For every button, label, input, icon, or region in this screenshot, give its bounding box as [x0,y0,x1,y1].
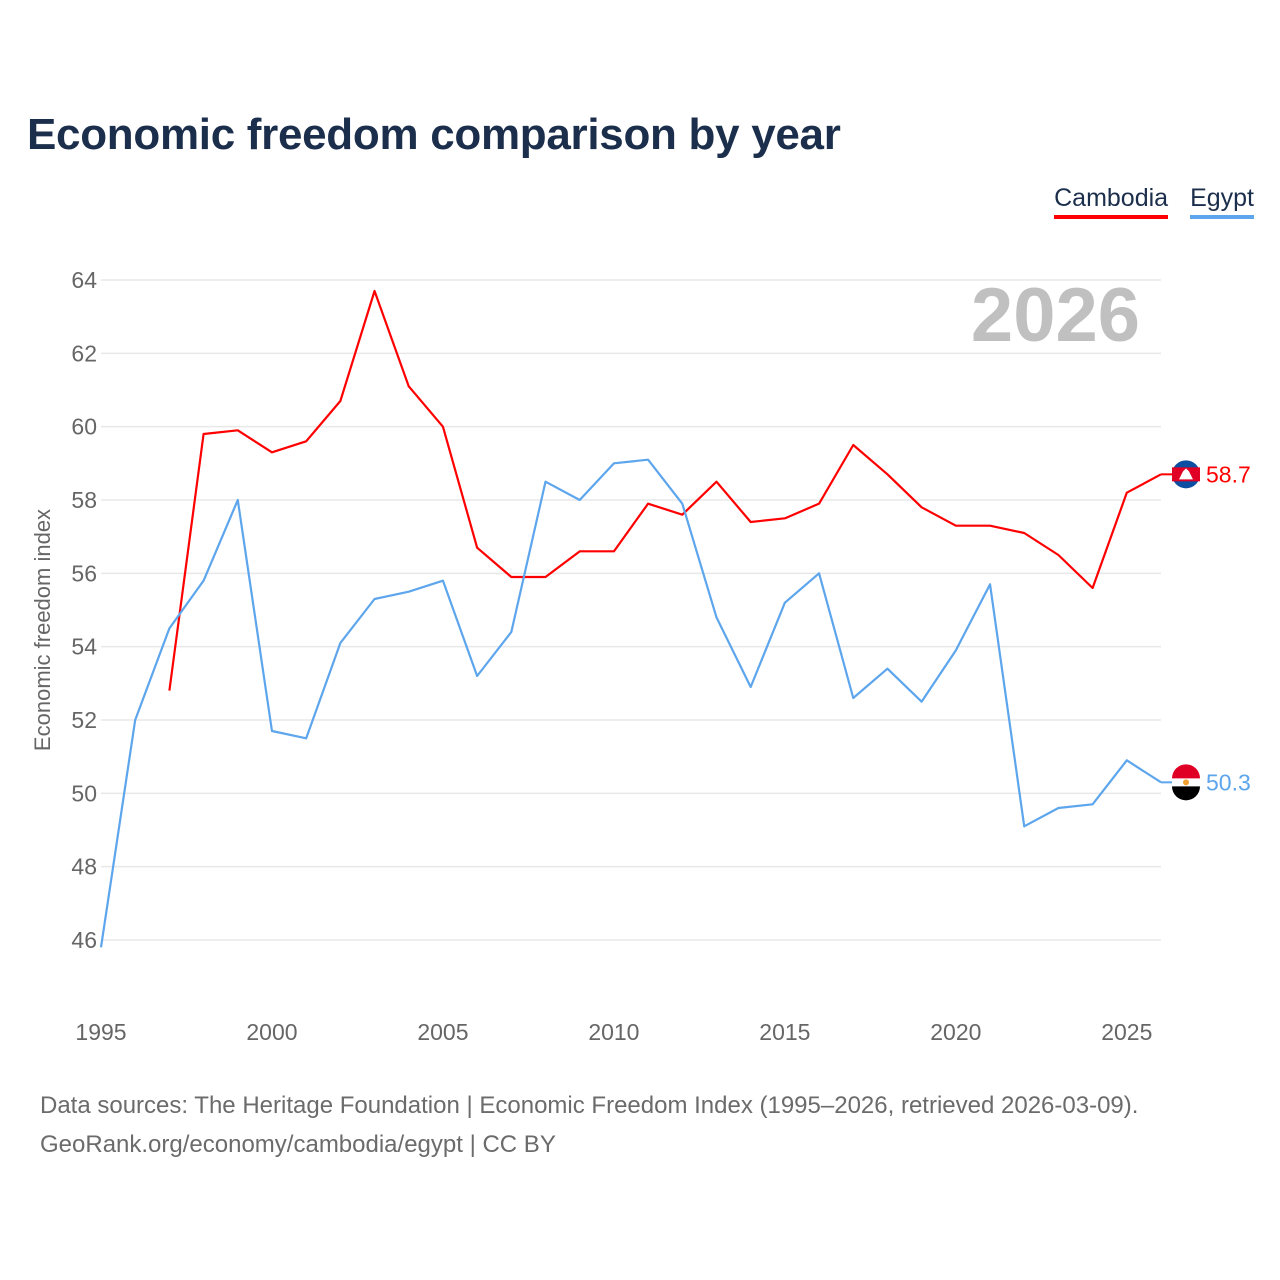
data-point [782,600,788,606]
x-tick-label: 2020 [930,1019,981,1045]
flag-stripe [1172,764,1200,779]
data-point [645,501,651,507]
data-point [816,501,822,507]
data-point [1090,585,1096,591]
data-point [953,523,959,529]
data-point [406,589,412,595]
data-point [166,688,172,694]
data-point [1021,530,1027,536]
data-point [816,570,822,576]
data-point [748,684,754,690]
data-point [132,717,138,723]
x-tick-label: 2010 [588,1019,639,1045]
end-value-label: 50.3 [1206,769,1251,795]
data-point [508,629,514,635]
data-point [303,438,309,444]
source-note: Data sources: The Heritage Foundation | … [40,1086,1138,1164]
data-point [303,735,309,741]
data-point [577,548,583,554]
data-point [611,460,617,466]
data-point [713,614,719,620]
data-point [919,504,925,510]
data-point [1055,552,1061,558]
series-line-cambodia [168,289,1162,691]
data-point [850,695,856,701]
line-chart: 46 48 50 52 54 56 58 60 62 64 1995 2000 2005 2010 2015… [30,267,1251,1045]
data-point [372,596,378,602]
x-tick-label: 2000 [246,1019,297,1045]
chart-title: Economic freedom comparison by year [27,110,841,159]
data-point [269,728,275,734]
flag-stripe [1172,786,1200,801]
data-point [1090,801,1096,807]
data-point [713,479,719,485]
data-point [166,625,172,631]
y-tick-label: 46 [71,927,97,953]
data-point [611,548,617,554]
data-point [577,497,583,503]
data-point [987,581,993,587]
data-point [987,523,993,529]
legend-cambodia[interactable]: Cambodia [1054,184,1169,219]
y-tick-label: 62 [71,340,97,366]
x-tick-label: 2015 [759,1019,810,1045]
data-point [1021,823,1027,829]
source-line-2[interactable]: GeoRank.org/economy/cambodia/egypt | CC … [40,1131,556,1158]
data-point [372,288,378,294]
data-point [1124,490,1130,496]
data-point [440,578,446,584]
x-tick-label: 2025 [1101,1019,1152,1045]
flag-eagle [1183,779,1189,786]
data-point [953,647,959,653]
data-point [98,944,104,950]
legend: Cambodia Egypt [1054,184,1254,219]
year-watermark: 2026 [971,273,1140,358]
data-point [235,427,241,433]
source-line-1: Data sources: The Heritage Foundation | … [40,1092,1139,1119]
data-point [543,574,549,580]
flag-temple [1179,468,1193,480]
data-point [474,545,480,551]
data-point [201,431,207,437]
y-tick-label: 54 [71,634,97,660]
data-point [474,673,480,679]
data-point [508,574,514,580]
y-tick-label: 56 [71,560,97,586]
data-point [337,398,343,404]
data-point [235,497,241,503]
end-value-label: 58.7 [1206,461,1251,487]
y-axis-label: Economic freedom index [30,509,55,751]
data-point [884,471,890,477]
data-point [337,640,343,646]
y-tick-label: 50 [71,780,97,806]
y-tick-label: 64 [71,267,97,293]
legend-egypt[interactable]: Egypt [1190,184,1254,219]
x-tick-label: 1995 [75,1019,126,1045]
x-tick-label: 2005 [417,1019,468,1045]
y-tick-label: 58 [71,487,97,513]
series-line-egypt [99,458,1162,948]
data-point [1055,805,1061,811]
data-point [406,383,412,389]
data-point [201,578,207,584]
data-point [919,699,925,705]
data-point [440,424,446,430]
data-point [884,666,890,672]
data-point [748,519,754,525]
data-point [1124,757,1130,763]
data-point [850,442,856,448]
y-tick-label: 48 [71,854,97,880]
y-tick-label: 52 [71,707,97,733]
y-tick-label: 60 [71,414,97,440]
data-point [782,515,788,521]
data-point [269,449,275,455]
data-point [679,501,685,507]
data-point [543,479,549,485]
data-point [645,457,651,463]
